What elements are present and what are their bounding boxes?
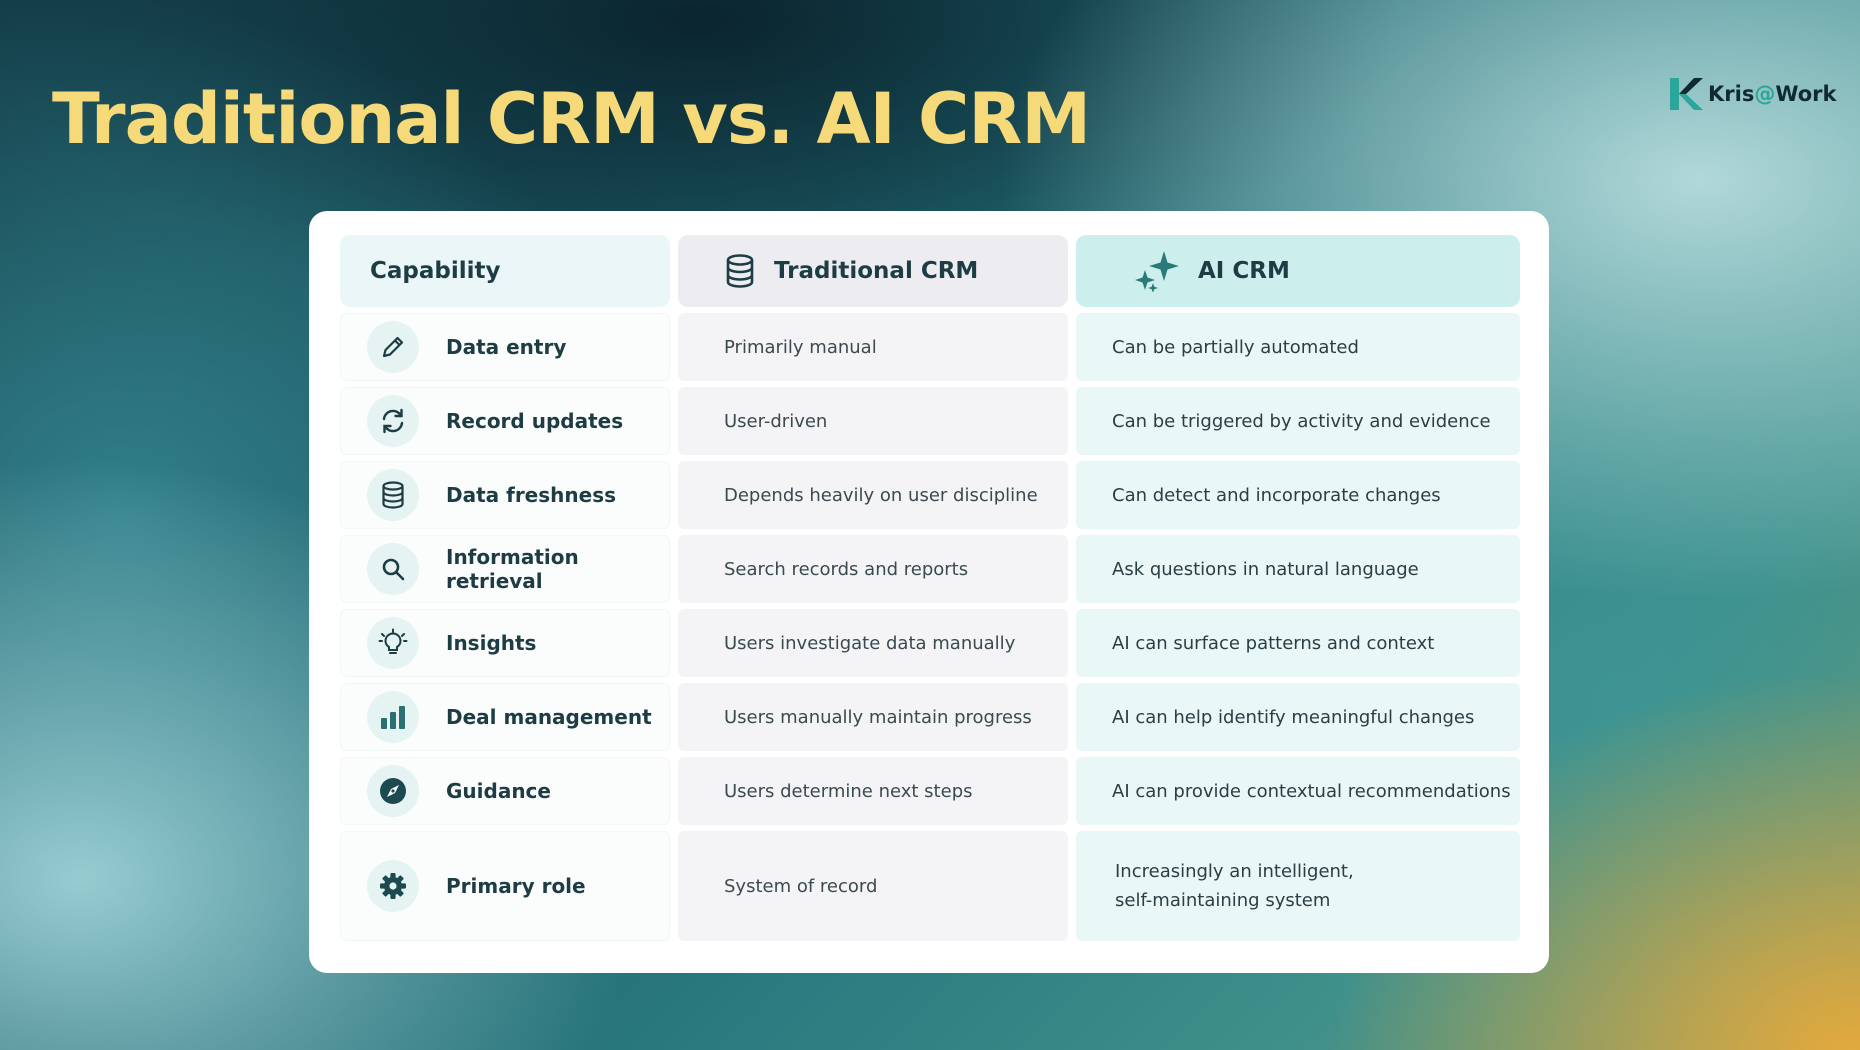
traditional-cell: Users manually maintain progress: [678, 683, 1068, 751]
capability-label: Deal management: [446, 705, 652, 729]
capability-cell: Primary role: [340, 831, 670, 941]
pencil-icon: [367, 321, 419, 373]
capability-label: Data freshness: [446, 483, 616, 507]
comparison-card: Capability Traditional CRM AI CRM: [309, 211, 1549, 973]
bar-chart-icon: [367, 691, 419, 743]
header-capability-label: Capability: [370, 258, 501, 284]
brand-at: @: [1754, 82, 1776, 106]
capability-cell: Information retrieval: [340, 535, 670, 603]
traditional-cell: Users investigate data manually: [678, 609, 1068, 677]
brand-mark-icon: [1670, 78, 1703, 110]
capability-label: Primary role: [446, 874, 586, 898]
header-capability: Capability: [340, 235, 670, 307]
page-title: Traditional CRM vs. AI CRM: [52, 78, 1091, 160]
database-icon: [726, 254, 754, 288]
ai-cell: Can detect and incorporate changes: [1076, 461, 1520, 529]
traditional-cell: Search records and reports: [678, 535, 1068, 603]
traditional-cell: Users determine next steps: [678, 757, 1068, 825]
traditional-cell: System of record: [678, 831, 1068, 941]
compass-icon: [367, 765, 419, 817]
capability-label: Information retrieval: [446, 545, 579, 593]
ai-cell: Increasingly an intelligent, self-mainta…: [1076, 831, 1520, 941]
refresh-icon: [367, 395, 419, 447]
ai-cell: Ask questions in natural language: [1076, 535, 1520, 603]
database-icon: [367, 469, 419, 521]
ai-cell: Can be partially automated: [1076, 313, 1520, 381]
ai-cell: Can be triggered by activity and evidenc…: [1076, 387, 1520, 455]
header-ai-label: AI CRM: [1198, 258, 1290, 284]
traditional-cell: Depends heavily on user discipline: [678, 461, 1068, 529]
header-traditional-label: Traditional CRM: [774, 258, 979, 284]
sparkles-icon: [1135, 251, 1179, 292]
capability-cell: Record updates: [340, 387, 670, 455]
brand-suffix: Work: [1775, 82, 1837, 106]
capability-cell: Guidance: [340, 757, 670, 825]
ai-cell: AI can surface patterns and context: [1076, 609, 1520, 677]
traditional-cell: User-driven: [678, 387, 1068, 455]
capability-cell: Insights: [340, 609, 670, 677]
capability-label: Guidance: [446, 779, 551, 803]
capability-label: Record updates: [446, 409, 624, 433]
lightbulb-icon: [367, 617, 419, 669]
ai-cell: AI can provide contextual recommendation…: [1076, 757, 1520, 825]
traditional-cell: Primarily manual: [678, 313, 1068, 381]
capability-cell: Data freshness: [340, 461, 670, 529]
brand-name: Kris: [1708, 82, 1755, 106]
brand-logo: Kris @ Work: [1668, 76, 1837, 112]
capability-label: Insights: [446, 631, 537, 655]
capability-label: Data entry: [446, 335, 567, 359]
comparison-table: Capability Traditional CRM AI CRM: [340, 235, 1520, 941]
ai-cell: AI can help identify meaningful changes: [1076, 683, 1520, 751]
gear-icon: [367, 860, 419, 912]
capability-cell: Deal management: [340, 683, 670, 751]
capability-cell: Data entry: [340, 313, 670, 381]
search-icon: [367, 543, 419, 595]
header-ai-crm: AI CRM: [1076, 235, 1520, 307]
header-traditional-crm: Traditional CRM: [678, 235, 1068, 307]
